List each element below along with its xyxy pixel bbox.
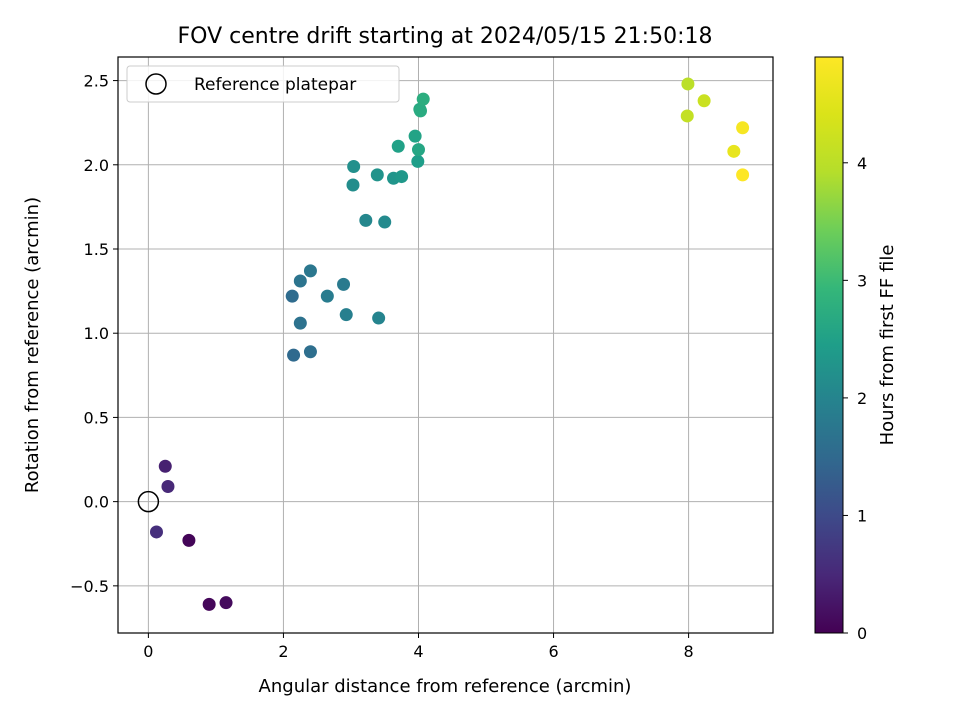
data-point	[681, 77, 695, 91]
y-tick-label: −0.5	[70, 577, 109, 596]
y-tick-label: 0.0	[84, 493, 109, 512]
data-point	[161, 479, 175, 493]
colorbar-tick-label: 4	[857, 154, 867, 173]
y-tick-label: 1.0	[84, 324, 109, 343]
colorbar-tick-label: 3	[857, 271, 867, 290]
data-point	[736, 168, 750, 182]
data-point	[727, 144, 741, 158]
colorbar-ticks: 0 1 2 3 4	[843, 154, 867, 643]
data-point	[293, 274, 307, 288]
data-point	[346, 178, 360, 192]
x-tick-label: 2	[278, 642, 288, 661]
data-point	[414, 104, 428, 118]
x-tick-label: 4	[413, 642, 423, 661]
colorbar-tick-label: 0	[857, 624, 867, 643]
y-axis-label: Rotation from reference (arcmin)	[22, 197, 43, 493]
data-point	[303, 264, 317, 278]
data-point	[680, 109, 694, 123]
data-point	[378, 215, 392, 229]
legend-reference-icon	[145, 73, 167, 95]
data-point	[697, 94, 711, 108]
colorbar-label: Hours from first FF file	[877, 245, 898, 446]
reference-marker-group	[137, 490, 160, 513]
data-point	[372, 311, 386, 325]
data-point	[320, 289, 334, 303]
data-point	[293, 316, 307, 330]
data-point	[149, 525, 163, 539]
data-point	[411, 143, 425, 157]
chart-title: FOV centre drift starting at 2024/05/15 …	[178, 24, 713, 49]
colorbar-gradient	[814, 56, 844, 634]
legend-entry-reference: Reference platepar	[194, 75, 356, 95]
legend-box	[126, 65, 400, 103]
data-point	[736, 121, 750, 135]
y-tick-label: 1.5	[84, 240, 109, 259]
data-point	[202, 597, 216, 611]
colorbar: 0 1 2 3 4 Hours from first FF file	[814, 56, 898, 643]
x-tick-label: 6	[548, 642, 558, 661]
x-tick-label: 0	[143, 642, 153, 661]
grid-lines	[118, 57, 773, 633]
x-tick-label: 8	[683, 642, 693, 661]
colorbar-tick-label: 2	[857, 389, 867, 408]
data-point	[411, 154, 425, 168]
data-point	[158, 459, 172, 473]
data-point	[408, 129, 422, 143]
x-axis-ticks: 0 2 4 6 8	[143, 633, 694, 661]
data-point	[287, 348, 301, 362]
y-tick-label: 2.0	[84, 156, 109, 175]
y-tick-label: 2.5	[84, 72, 109, 91]
data-point	[370, 168, 384, 182]
data-point	[359, 213, 373, 227]
data-point	[337, 277, 351, 291]
data-point	[395, 170, 409, 184]
data-point	[182, 533, 196, 547]
y-axis-ticks: −0.5 0.0 0.5 1.0 1.5 2.0 2.5	[70, 72, 118, 596]
reference-marker	[137, 490, 160, 513]
data-point	[285, 289, 299, 303]
data-point	[347, 159, 361, 173]
data-point	[416, 92, 430, 106]
colorbar-tick-label: 1	[857, 506, 867, 525]
y-tick-label: 0.5	[84, 408, 109, 427]
data-point	[219, 596, 233, 610]
data-point	[339, 308, 353, 322]
data-point	[303, 345, 317, 359]
legend: Reference platepar	[126, 65, 400, 103]
data-point	[391, 139, 405, 153]
data-points	[149, 77, 750, 611]
x-axis-label: Angular distance from reference (arcmin)	[259, 676, 632, 697]
plot-frame	[117, 56, 774, 634]
